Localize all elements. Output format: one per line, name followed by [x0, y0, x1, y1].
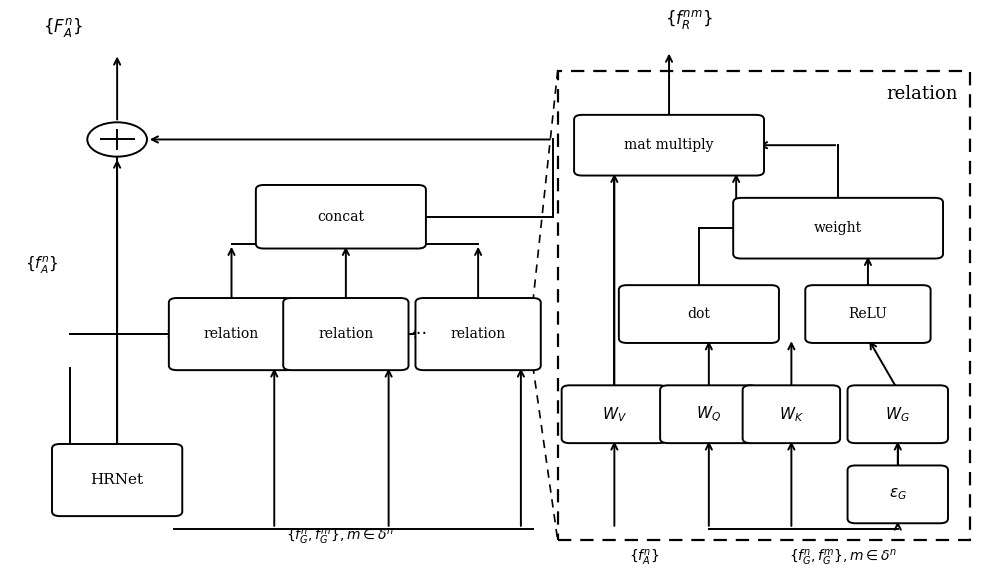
- Text: relation: relation: [450, 327, 506, 341]
- Text: weight: weight: [814, 221, 862, 235]
- Text: relation: relation: [318, 327, 373, 341]
- FancyBboxPatch shape: [848, 465, 948, 524]
- FancyBboxPatch shape: [733, 198, 943, 258]
- Text: $\{f_G^n, f_G^m\}, m \in \delta^n$: $\{f_G^n, f_G^m\}, m \in \delta^n$: [286, 527, 395, 547]
- Text: $W_V$: $W_V$: [602, 405, 627, 424]
- FancyBboxPatch shape: [660, 385, 758, 443]
- Text: $W_K$: $W_K$: [779, 405, 804, 424]
- FancyBboxPatch shape: [848, 385, 948, 443]
- Text: $\{f_G^n, f_G^m\}, m \in \delta^n$: $\{f_G^n, f_G^m\}, m \in \delta^n$: [789, 549, 897, 568]
- Text: HRNet: HRNet: [91, 473, 144, 487]
- Text: $\{f_A^n\}$: $\{f_A^n\}$: [25, 255, 58, 276]
- Text: dot: dot: [687, 307, 710, 321]
- FancyBboxPatch shape: [169, 298, 294, 370]
- Text: $\varepsilon_G$: $\varepsilon_G$: [889, 486, 907, 502]
- Text: concat: concat: [317, 210, 364, 224]
- Text: mat multiply: mat multiply: [624, 138, 714, 152]
- Text: $\{f_R^{nm}\}$: $\{f_R^{nm}\}$: [665, 8, 713, 31]
- Text: $\{f_A^n\}$: $\{f_A^n\}$: [629, 549, 659, 568]
- Text: $W_G$: $W_G$: [885, 405, 910, 424]
- FancyBboxPatch shape: [743, 385, 840, 443]
- FancyBboxPatch shape: [283, 298, 409, 370]
- FancyBboxPatch shape: [256, 185, 426, 248]
- FancyBboxPatch shape: [52, 444, 182, 516]
- FancyBboxPatch shape: [619, 285, 779, 343]
- Text: ···: ···: [410, 325, 427, 343]
- Text: relation: relation: [886, 85, 957, 103]
- FancyBboxPatch shape: [805, 285, 931, 343]
- Text: $\{F_A^n\}$: $\{F_A^n\}$: [43, 16, 82, 39]
- FancyBboxPatch shape: [415, 298, 541, 370]
- Text: $W_Q$: $W_Q$: [696, 405, 721, 424]
- FancyBboxPatch shape: [574, 115, 764, 175]
- FancyBboxPatch shape: [562, 385, 667, 443]
- Text: ReLU: ReLU: [849, 307, 887, 321]
- Text: relation: relation: [204, 327, 259, 341]
